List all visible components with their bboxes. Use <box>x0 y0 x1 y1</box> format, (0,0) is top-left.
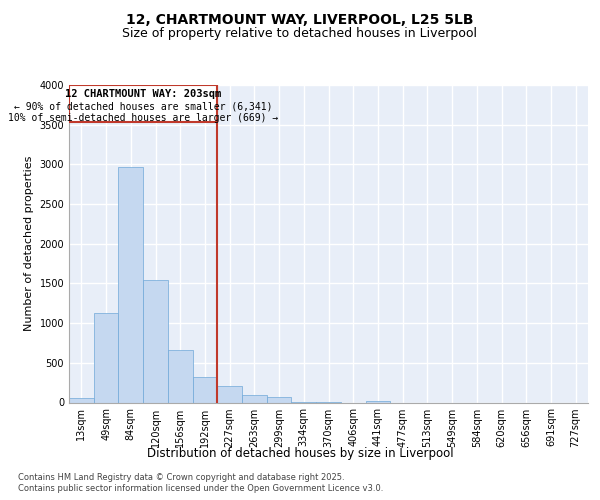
Text: Contains public sector information licensed under the Open Government Licence v3: Contains public sector information licen… <box>18 484 383 493</box>
Bar <box>143 280 168 402</box>
Text: 10% of semi-detached houses are larger (669) →: 10% of semi-detached houses are larger (… <box>8 113 278 123</box>
FancyBboxPatch shape <box>69 85 217 122</box>
Y-axis label: Number of detached properties: Number of detached properties <box>24 156 34 332</box>
Bar <box>118 168 143 402</box>
Text: 12, CHARTMOUNT WAY, LIVERPOOL, L25 5LB: 12, CHARTMOUNT WAY, LIVERPOOL, L25 5LB <box>126 12 474 26</box>
Text: Contains HM Land Registry data © Crown copyright and database right 2025.: Contains HM Land Registry data © Crown c… <box>18 472 344 482</box>
Text: Size of property relative to detached houses in Liverpool: Size of property relative to detached ho… <box>122 28 478 40</box>
Text: ← 90% of detached houses are smaller (6,341): ← 90% of detached houses are smaller (6,… <box>14 102 272 112</box>
Bar <box>69 398 94 402</box>
Bar <box>193 377 217 402</box>
Bar <box>242 394 267 402</box>
Bar <box>94 313 118 402</box>
Bar <box>365 400 390 402</box>
Text: 12 CHARTMOUNT WAY: 203sqm: 12 CHARTMOUNT WAY: 203sqm <box>65 90 221 100</box>
Text: Distribution of detached houses by size in Liverpool: Distribution of detached houses by size … <box>146 448 454 460</box>
Bar <box>267 397 292 402</box>
Bar <box>168 350 193 403</box>
Bar <box>217 386 242 402</box>
